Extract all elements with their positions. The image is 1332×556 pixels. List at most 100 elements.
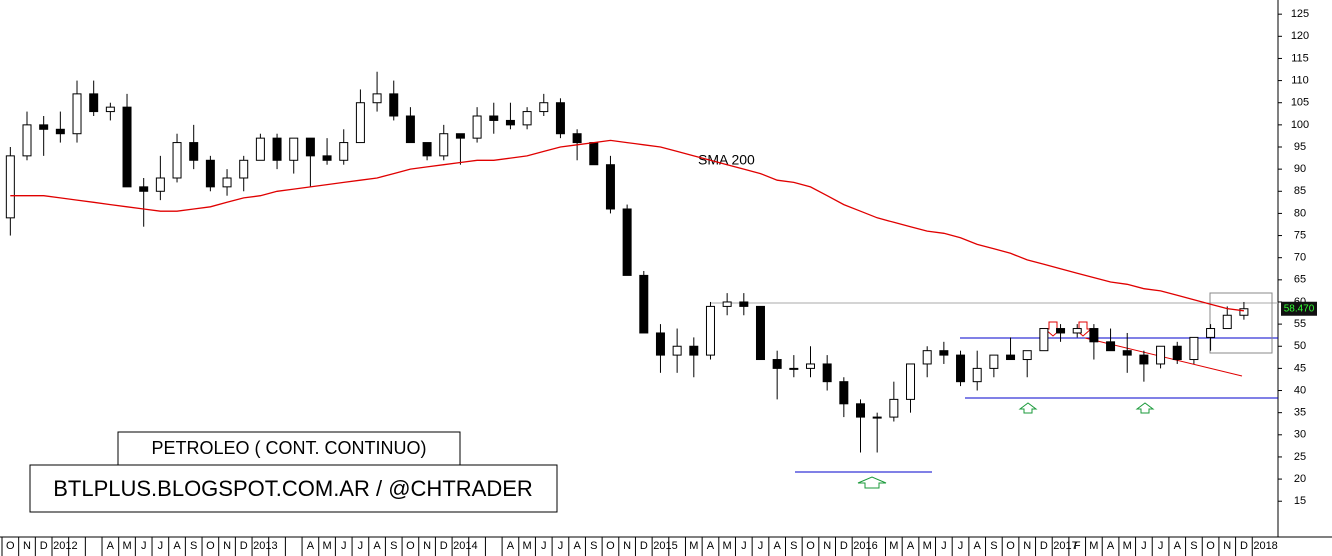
- candle-body: [1056, 328, 1066, 334]
- x-tick-label: J: [541, 540, 547, 552]
- chart-subtitle: BTLPLUS.BLOGSPOT.COM.AR / @CHTRADER: [53, 476, 533, 501]
- candle-body: [1189, 336, 1199, 361]
- x-tick-label: N: [423, 540, 431, 552]
- x-tick-label: D: [1040, 540, 1048, 552]
- candle-body: [339, 142, 349, 161]
- candle-body: [572, 133, 582, 144]
- x-tick-label: D: [640, 540, 648, 552]
- y-tick-label: 95: [1294, 141, 1306, 153]
- x-tick-label: O: [1006, 540, 1015, 552]
- candle-body: [1222, 314, 1232, 330]
- y-tick-label: 105: [1291, 97, 1309, 109]
- x-tick-label: A: [1107, 540, 1115, 552]
- candle-body: [289, 137, 299, 161]
- x-tick-label: D: [40, 540, 48, 552]
- highlight-box: [1209, 292, 1273, 354]
- x-tick-label: A: [974, 540, 982, 552]
- y-tick-label: 115: [1291, 52, 1309, 64]
- x-tick-label: J: [158, 540, 164, 552]
- candle-body: [555, 102, 565, 135]
- x-tick-label: 2012: [53, 540, 77, 552]
- x-tick-label: J: [1141, 540, 1147, 552]
- x-tick-label: A: [373, 540, 381, 552]
- candle-body: [55, 128, 65, 135]
- x-tick-label: D: [1240, 540, 1248, 552]
- candle-body: [872, 416, 882, 419]
- x-tick-label: M: [322, 540, 331, 552]
- candle-body: [989, 354, 999, 369]
- candle-body: [705, 305, 715, 356]
- candle-body: [622, 208, 632, 276]
- candle-body: [722, 301, 732, 307]
- candle-body: [489, 115, 499, 121]
- candle-body: [72, 93, 82, 135]
- candle-body: [5, 155, 15, 219]
- candle-body: [1156, 345, 1166, 365]
- candle-body: [639, 274, 649, 334]
- up-arrow: [1018, 402, 1038, 414]
- candle-body: [822, 363, 832, 383]
- x-tick-label: 2016: [853, 540, 877, 552]
- x-tick-label: N: [623, 540, 631, 552]
- candle-body: [1206, 328, 1216, 338]
- candle-body: [272, 137, 282, 161]
- candle-body: [539, 102, 549, 113]
- x-tick-label: M: [889, 540, 898, 552]
- candle-body: [1006, 354, 1016, 361]
- x-tick-label: 2018: [1253, 540, 1277, 552]
- x-tick-label: D: [440, 540, 448, 552]
- candle-body: [856, 403, 866, 418]
- x-tick-label: M: [723, 540, 732, 552]
- candle-body: [39, 124, 49, 130]
- subtitle-box: [29, 464, 558, 513]
- candle-body: [789, 367, 799, 370]
- candle-body: [122, 106, 132, 188]
- candle-body: [305, 137, 315, 157]
- candle-body: [1106, 341, 1116, 352]
- x-tick-label: J: [758, 540, 764, 552]
- candle-body: [739, 301, 749, 307]
- x-tick-label: O: [206, 540, 215, 552]
- y-tick-label: 125: [1291, 8, 1309, 20]
- x-tick-label: J: [741, 540, 747, 552]
- x-tick-label: N: [1023, 540, 1031, 552]
- x-tick-label: O: [6, 540, 15, 552]
- candle-body: [155, 177, 165, 192]
- x-tick-label: J: [358, 540, 364, 552]
- candle-body: [505, 119, 515, 126]
- x-tick-label: M: [689, 540, 698, 552]
- x-tick-label: J: [558, 540, 564, 552]
- candle-body: [1139, 354, 1149, 365]
- title-box: [117, 431, 461, 466]
- sma-line: [10, 139, 1244, 312]
- x-tick-label: 2014: [453, 540, 477, 552]
- y-tick-label: 15: [1294, 495, 1306, 507]
- x-tick-label: A: [173, 540, 181, 552]
- up-arrow: [1135, 402, 1155, 414]
- y-tick-label: 80: [1294, 207, 1306, 219]
- x-tick-label: 2017: [1053, 540, 1077, 552]
- x-tick-label: A: [773, 540, 781, 552]
- candle-body: [205, 159, 215, 188]
- candle-body: [655, 332, 665, 356]
- candle-body: [322, 155, 332, 161]
- candle-body: [405, 115, 415, 144]
- candle-body: [255, 137, 265, 161]
- candle-body: [605, 164, 615, 210]
- x-tick-label: D: [840, 540, 848, 552]
- x-tick-label: N: [1223, 540, 1231, 552]
- candle-body: [1172, 345, 1182, 361]
- candle-body: [22, 124, 32, 157]
- x-tick-label: O: [606, 540, 615, 552]
- candle-body: [89, 93, 99, 113]
- candle-body: [1239, 308, 1249, 316]
- x-tick-label: M: [122, 540, 131, 552]
- y-tick-label: 90: [1294, 163, 1306, 175]
- candle-body: [689, 345, 699, 356]
- candle-body: [472, 115, 482, 139]
- x-tick-label: S: [790, 540, 797, 552]
- candle-body: [1072, 328, 1082, 334]
- y-tick-label: 30: [1294, 429, 1306, 441]
- x-tick-label: A: [573, 540, 581, 552]
- x-tick-label: M: [1089, 540, 1098, 552]
